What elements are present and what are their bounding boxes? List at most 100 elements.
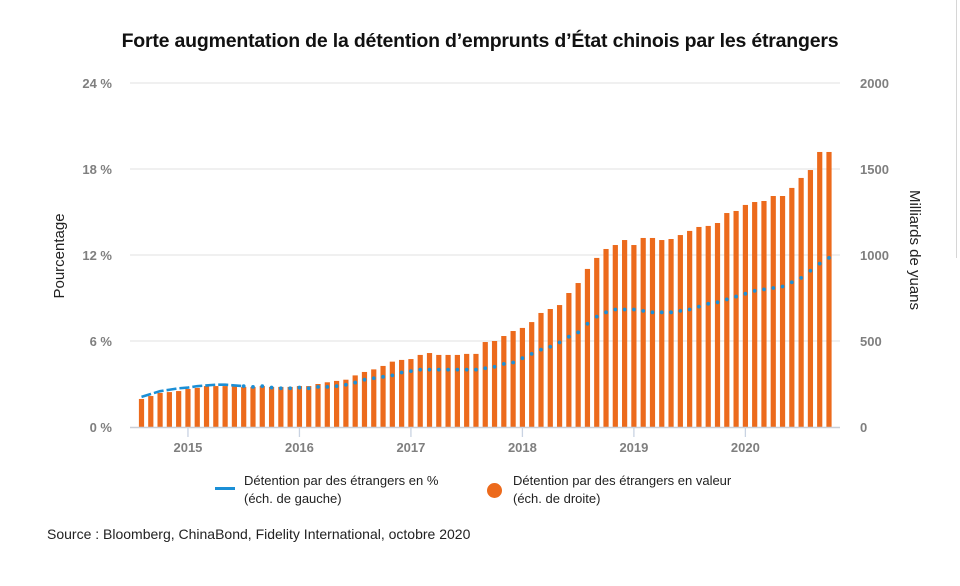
bar	[807, 170, 814, 428]
axes: 0 % 0 6 % 500 12 % 1000 18 % 1500 24 % 2000 2015 20…	[82, 76, 889, 455]
bar	[352, 375, 358, 427]
line-legend-icon	[215, 487, 235, 490]
line-point	[650, 310, 655, 315]
bar	[779, 196, 786, 427]
line-point	[427, 367, 432, 372]
line-point	[418, 367, 423, 372]
chart-title: Forte augmentation de la détention d’emp…	[121, 30, 839, 52]
bar	[464, 353, 470, 427]
bar	[454, 354, 460, 427]
legend-label: Détention par des étrangers en valeur	[513, 473, 732, 488]
legend-item-bar: Détention par des étrangers en valeur (é…	[487, 472, 797, 508]
line-point	[511, 360, 516, 365]
bar	[714, 223, 721, 427]
line-point	[334, 384, 339, 389]
bar	[296, 386, 303, 427]
chart: 0 % 0 6 % 500 12 % 1000 18 % 1500 24 % 2000 2015 20…	[51, 76, 923, 455]
line-point	[278, 386, 283, 391]
line-point	[706, 301, 711, 306]
divider	[956, 0, 957, 258]
bar	[176, 391, 182, 427]
y-right-tick-label: 2000	[860, 76, 889, 91]
bar	[547, 309, 553, 427]
line-point	[557, 340, 562, 345]
y-left-tick-label: 18 %	[82, 162, 112, 177]
bar	[659, 240, 665, 427]
bar	[817, 151, 823, 428]
bar	[529, 322, 535, 427]
bar	[380, 365, 386, 427]
line-point	[566, 334, 571, 339]
y-right-tick-label: 500	[860, 334, 882, 349]
percentage-line	[141, 383, 244, 399]
line-point	[409, 369, 413, 373]
bar	[826, 151, 832, 428]
y-left-tick-label: 12 %	[82, 248, 112, 263]
line-point	[622, 307, 627, 312]
bar-legend-icon	[487, 483, 502, 498]
bar	[473, 353, 479, 427]
line-point	[817, 261, 822, 266]
line-point	[789, 280, 794, 285]
bar	[724, 213, 730, 427]
bar	[603, 248, 609, 427]
bar	[696, 226, 702, 427]
y-right-tick-label: 0	[860, 420, 867, 435]
bar	[501, 336, 507, 427]
line-point	[631, 307, 636, 312]
bar	[315, 384, 321, 427]
bar	[361, 371, 368, 427]
bar	[789, 187, 795, 427]
y-right-tick-label: 1000	[860, 248, 889, 263]
bar	[761, 200, 767, 427]
line-point	[827, 255, 831, 260]
line-point	[436, 367, 441, 372]
bar	[334, 380, 340, 427]
bar	[268, 386, 275, 427]
bar	[222, 386, 228, 427]
line-point	[241, 384, 246, 389]
line-point	[539, 347, 543, 352]
bar	[148, 396, 154, 427]
y-right-tick-label: 1500	[860, 162, 889, 177]
line-point	[353, 380, 358, 385]
line-point	[594, 314, 599, 319]
legend-sublabel: (éch. de droite)	[513, 491, 601, 506]
line-point	[306, 386, 311, 391]
line-point	[752, 288, 757, 293]
source-note: Source : Bloomberg, ChinaBond, Fidelity …	[47, 526, 471, 542]
x-tick-label: 2020	[731, 440, 760, 455]
y-left-axis-title: Pourcentage	[51, 213, 68, 298]
x-tick-label: 2016	[285, 440, 314, 455]
bar	[371, 369, 377, 427]
bar	[278, 386, 284, 427]
bar	[324, 382, 330, 427]
x-tick-label: 2018	[508, 440, 537, 455]
bar	[491, 341, 498, 427]
line-point	[474, 367, 478, 372]
bar	[677, 235, 683, 427]
gridlines	[130, 82, 840, 342]
line-point	[697, 304, 701, 309]
bar	[594, 257, 600, 427]
bar	[185, 388, 191, 427]
bar	[742, 204, 748, 427]
line-point	[613, 307, 618, 312]
bar	[138, 398, 145, 427]
line-point	[297, 385, 302, 390]
line-point	[455, 367, 460, 372]
line-point	[390, 373, 395, 378]
legend-label: Détention par des étrangers en %	[244, 473, 439, 488]
line-point	[734, 294, 738, 299]
line-point	[260, 384, 265, 389]
bar	[213, 386, 219, 427]
y-left-tick-label: 6 %	[90, 334, 113, 349]
bar	[622, 240, 628, 427]
x-tick-label: 2017	[396, 440, 425, 455]
line-point	[743, 291, 748, 296]
bar	[250, 386, 256, 427]
line-point	[483, 366, 488, 371]
line-point	[520, 356, 525, 361]
y-right-axis-title: Milliards de yuans	[906, 190, 923, 310]
bar	[770, 196, 776, 427]
